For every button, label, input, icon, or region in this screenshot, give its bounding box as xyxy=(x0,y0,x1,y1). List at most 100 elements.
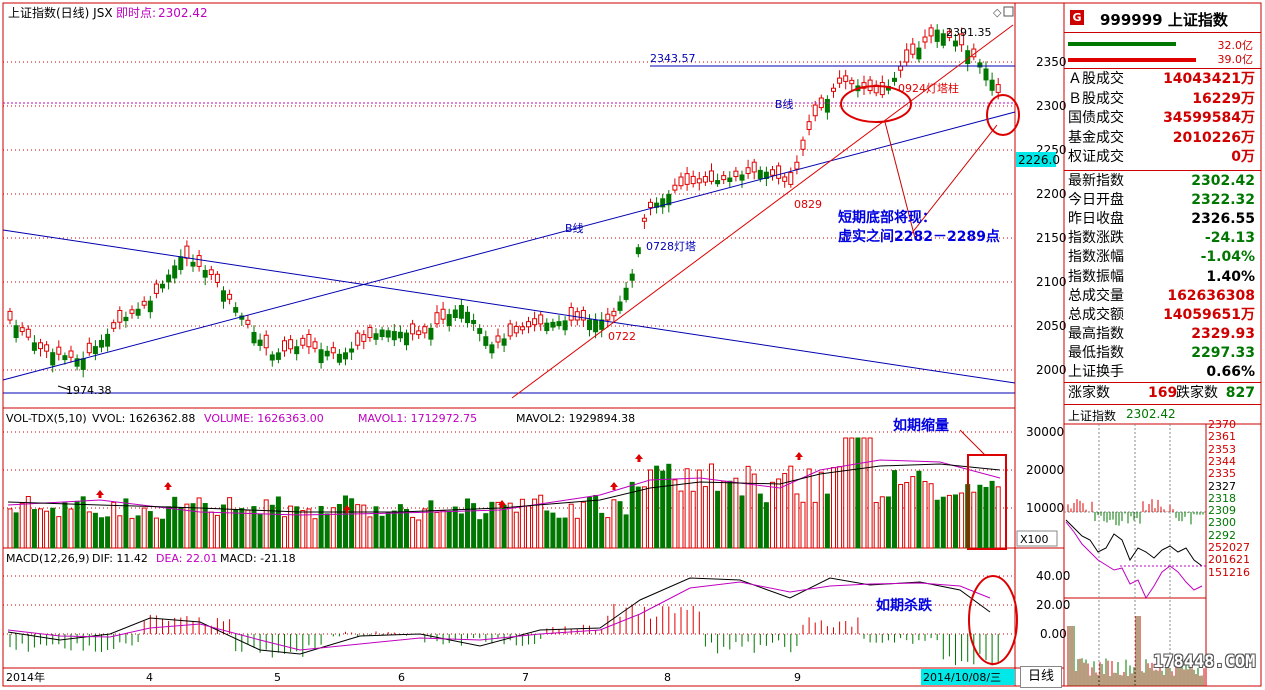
candle-body xyxy=(727,177,733,183)
candle-body xyxy=(635,247,641,255)
volume-bar xyxy=(416,519,422,549)
macd-note: 如期杀跌 xyxy=(876,597,933,614)
annot-0722: 0722 xyxy=(608,330,636,343)
badge: G xyxy=(1070,10,1084,25)
window-toggle-icon[interactable] xyxy=(1003,6,1014,17)
candle-body xyxy=(227,293,233,300)
volume-row: 基金成交 2010226万 xyxy=(1064,129,1261,148)
candle-body xyxy=(349,348,355,353)
mini-axis-tick: 2353 xyxy=(1208,442,1236,456)
candle-body xyxy=(458,304,464,319)
volume-bar xyxy=(745,465,751,549)
row-label: 最低指数 xyxy=(1068,344,1124,361)
candle-body xyxy=(800,139,806,150)
candle-body xyxy=(898,65,904,71)
row-label: 基金成交 xyxy=(1068,129,1124,146)
date-tick: 6 xyxy=(398,671,405,684)
volume-bar xyxy=(550,512,556,549)
volume-bar xyxy=(916,470,922,549)
candle-body xyxy=(160,283,165,289)
candle-body xyxy=(343,352,348,360)
volume-bar xyxy=(885,496,891,549)
row-value: 2326.55 xyxy=(1191,211,1255,228)
candle-body xyxy=(672,184,678,191)
volume-bar xyxy=(611,499,617,549)
candle-body xyxy=(690,175,696,185)
macd-dea: DEA: 22.01 xyxy=(156,552,217,565)
volume-bar xyxy=(214,514,220,549)
candle-body xyxy=(275,352,281,360)
volume-bar xyxy=(812,501,818,549)
candle-body xyxy=(910,43,916,55)
volume-bar xyxy=(62,502,68,549)
candle-body xyxy=(141,300,147,306)
volume-bar xyxy=(489,501,495,549)
volume-bar xyxy=(837,466,843,549)
candle-body xyxy=(562,320,568,331)
vol-mavol1: MAVOL1: 1712972.75 xyxy=(358,412,477,425)
annot-low: 1974.38 xyxy=(66,384,112,397)
row-value: 2302.42 xyxy=(1191,173,1255,189)
mini-value: 2302.42 xyxy=(1126,407,1176,421)
candle-body xyxy=(904,49,910,63)
candle-body xyxy=(318,349,324,364)
volume-bar xyxy=(196,497,202,549)
row-label: 国债成交 xyxy=(1068,110,1124,126)
date-current: 2014/10/08/三 xyxy=(923,671,1001,684)
row-label: 最新指数 xyxy=(1068,173,1124,189)
candle-body xyxy=(379,329,385,338)
volume-bar xyxy=(580,501,586,549)
volume-bar xyxy=(513,511,519,549)
mini-axis-tick: 2318 xyxy=(1208,491,1236,505)
candle-body xyxy=(263,334,269,349)
date-tick: 7 xyxy=(522,671,529,684)
volume-bar xyxy=(971,491,977,549)
candle-body xyxy=(806,121,812,130)
candle-body xyxy=(306,333,312,348)
candle-body xyxy=(428,327,434,340)
quote-row: 最新指数 2302.42 xyxy=(1064,172,1261,191)
row-value: 14059651万 xyxy=(1163,306,1255,323)
candle-body xyxy=(696,178,702,184)
candle-body xyxy=(513,325,519,334)
volume-bar xyxy=(275,496,281,549)
date-tick: 9 xyxy=(794,671,801,684)
period-button[interactable]: 日线 xyxy=(1020,666,1062,688)
volume-bar xyxy=(684,468,690,549)
candle-body xyxy=(788,172,794,185)
volume-bar xyxy=(257,513,263,549)
volume-bar xyxy=(190,503,196,549)
volume-bar xyxy=(910,476,916,549)
row-value: 16229万 xyxy=(1192,90,1255,107)
candle-body xyxy=(544,322,550,332)
volume-bar xyxy=(391,510,397,549)
mini-axis-tick: 151216 xyxy=(1208,565,1250,579)
volume-bar xyxy=(507,502,513,549)
volume-bar xyxy=(349,498,355,549)
diamond-icon[interactable]: ◇ xyxy=(993,6,1002,19)
candle-body xyxy=(233,307,239,313)
volume-bar xyxy=(654,465,660,549)
macd-name: MACD(12,26,9) xyxy=(6,552,90,565)
volume-bar xyxy=(397,504,403,549)
candle-body xyxy=(452,309,458,318)
quote-row: 总成交额 14059651万 xyxy=(1064,306,1261,325)
candle-body xyxy=(105,333,111,347)
volume-bar xyxy=(861,437,867,549)
volume-bar xyxy=(770,481,775,549)
volume-bar xyxy=(105,516,111,549)
annot-bline-mid: B线 xyxy=(565,221,584,235)
candle-body xyxy=(953,40,958,47)
volume-bar xyxy=(532,498,538,549)
up-value: 169 xyxy=(1148,385,1178,401)
candle-body xyxy=(550,321,556,328)
candle-body xyxy=(617,301,623,311)
candle-body xyxy=(269,354,275,361)
annot-lamp-pillar: 0924灯塔柱 xyxy=(898,81,959,95)
volume-bar xyxy=(385,511,391,549)
up-arrow-icon xyxy=(610,482,618,490)
volume-bar xyxy=(99,517,104,549)
volume-bar xyxy=(648,469,653,549)
candle-body xyxy=(837,77,843,84)
